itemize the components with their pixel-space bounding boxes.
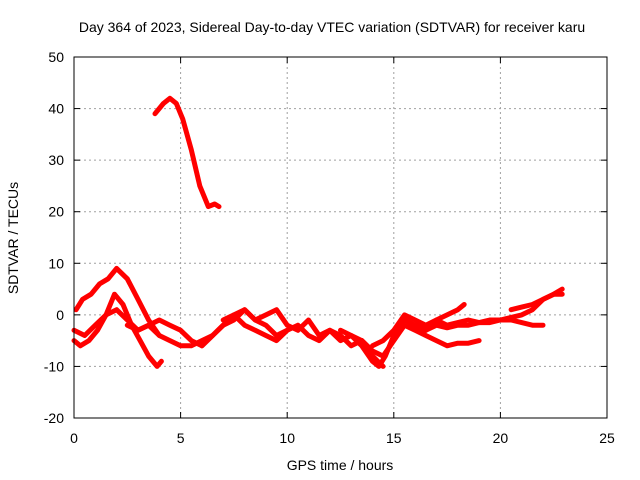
plot-frame	[73, 56, 608, 419]
series-arc-2	[71, 291, 164, 369]
x-tick-label: 20	[493, 430, 509, 446]
y-tick-label: -10	[44, 358, 64, 374]
series-arc-9	[359, 322, 482, 359]
x-axis-label: GPS time / hours	[287, 457, 394, 473]
y-tick-label: 0	[56, 307, 64, 323]
x-tick-label: 25	[599, 430, 615, 446]
grid-lines	[74, 57, 607, 418]
series-arc-1	[152, 95, 222, 210]
y-tick-label: 40	[48, 101, 64, 117]
series-arc-3	[73, 265, 162, 338]
x-tick-label: 5	[177, 430, 185, 446]
chart-title: Day 364 of 2023, Sidereal Day-to-day VTE…	[79, 19, 585, 35]
series-arc-10	[370, 312, 546, 349]
y-tick-label: -20	[44, 410, 64, 426]
y-tick-label: 20	[48, 204, 64, 220]
y-axis-label: SDTVAR / TECUs	[5, 182, 21, 294]
y-axis: -20 -10 0 10 20 30 40 50	[44, 49, 607, 426]
series-arc-12	[508, 291, 565, 313]
x-tick-label: 0	[70, 430, 78, 446]
x-axis: 0 5 10 15 20 25	[70, 57, 615, 446]
x-tick-label: 10	[279, 430, 295, 446]
x-tick-label: 15	[386, 430, 402, 446]
data-series-group	[71, 95, 565, 369]
y-tick-label: 30	[48, 152, 64, 168]
y-tick-label: 50	[48, 49, 64, 65]
series-arc-8	[338, 302, 467, 369]
y-tick-label: 10	[48, 255, 64, 271]
